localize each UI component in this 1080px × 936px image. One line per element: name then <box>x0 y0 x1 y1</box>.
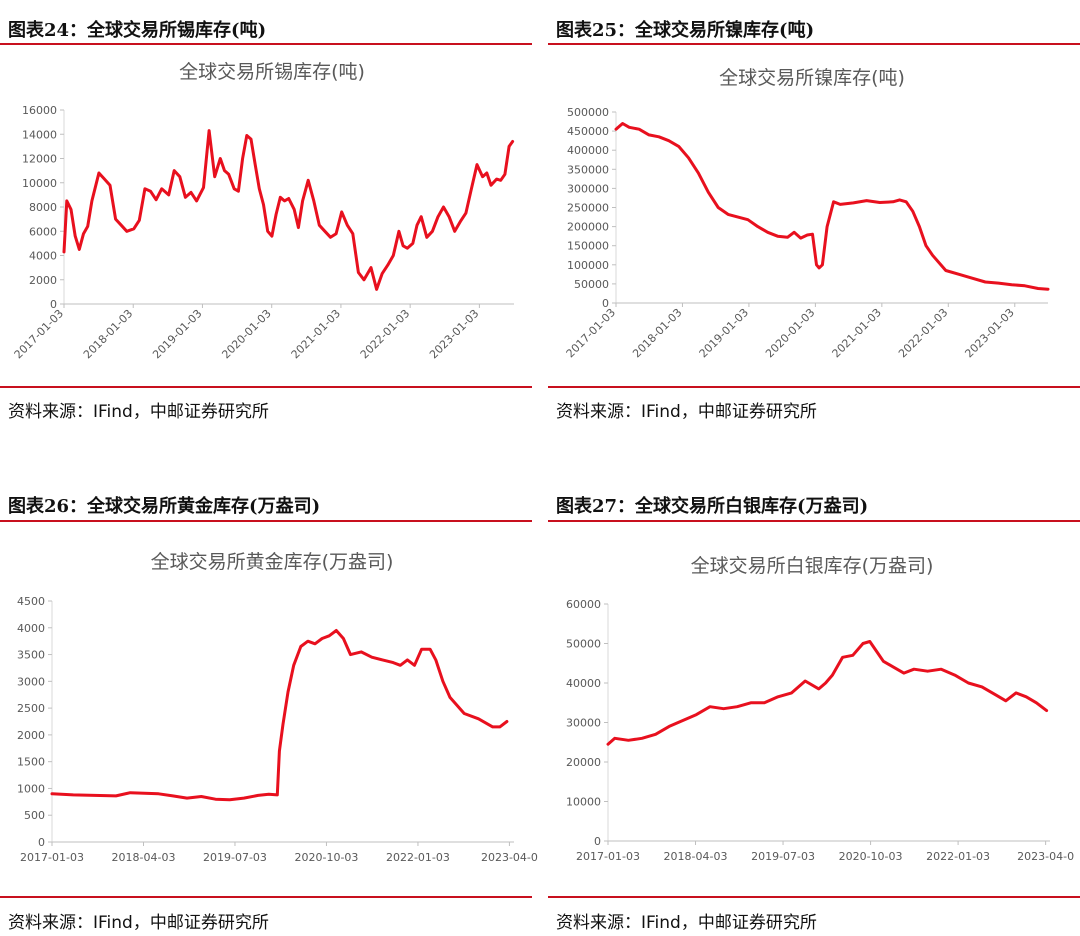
x-tick-label: 2023-04-0 <box>481 851 538 864</box>
y-tick-label: 3000 <box>17 675 45 688</box>
y-tick-label: 100000 <box>567 259 609 272</box>
y-tick-label: 0 <box>38 836 45 849</box>
y-tick-label: 350000 <box>567 163 609 176</box>
x-tick-label: 2022-01-03 <box>386 851 450 864</box>
x-tick-label: 2020-10-03 <box>294 851 358 864</box>
series-line <box>62 129 515 291</box>
y-tick-label: 4500 <box>17 595 45 608</box>
y-tick-label: 2000 <box>29 274 57 287</box>
chart-title: 全球交易所白银库存(万盎司) <box>691 555 934 577</box>
source-note: 资料来源：IFind，中邮证券研究所 <box>8 913 269 933</box>
panel-gold: 图表26：全球交易所黄金库存(万盎司) 全球交易所黄金库存(万盎司) 0 500 10… <box>0 478 540 936</box>
y-tick-label: 40000 <box>566 677 601 690</box>
y-tick-label: 400000 <box>567 144 609 157</box>
top-rule <box>0 43 532 45</box>
y-tick-label: 0 <box>602 297 609 310</box>
y-tick-label: 0 <box>50 298 57 311</box>
x-tick-label: 2021-01-03 <box>289 307 343 361</box>
y-tick-label: 30000 <box>566 717 601 730</box>
chart-title: 全球交易所锡库存(吨) <box>179 61 365 83</box>
x-tick-label: 2023-01-03 <box>427 307 481 361</box>
x-tick-label: 2021-01-03 <box>830 306 884 360</box>
top-rule <box>548 520 1080 522</box>
x-tick-label: 2019-07-03 <box>203 851 267 864</box>
figure-title: 图表27：全球交易所白银库存(万盎司) <box>556 496 869 517</box>
x-tick-label: 2022-01-03 <box>926 850 990 863</box>
bottom-rule <box>0 896 532 898</box>
y-tick-label: 1000 <box>17 782 45 795</box>
y-tick-label: 10000 <box>22 177 57 190</box>
y-tick-label: 200000 <box>567 221 609 234</box>
x-tick-label: 2020-01-03 <box>763 306 817 360</box>
x-tick-label: 2019-01-03 <box>697 306 751 360</box>
y-tick-label: 4000 <box>29 250 57 263</box>
figure-title: 图表25：全球交易所镍库存(吨) <box>556 20 815 41</box>
figure-title: 图表26：全球交易所黄金库存(万盎司) <box>8 496 321 517</box>
bottom-rule <box>548 386 1080 388</box>
x-tick-label: 2022-01-03 <box>358 307 412 361</box>
chart-title: 全球交易所镍库存(吨) <box>719 67 905 89</box>
x-tick-label: 2018-01-03 <box>630 306 684 360</box>
y-tick-label: 300000 <box>567 182 609 195</box>
x-tick-label: 2023-04-0 <box>1017 850 1074 863</box>
y-tick-label: 2000 <box>17 729 45 742</box>
y-tick-label: 50000 <box>574 278 609 291</box>
x-tick-label: 2017-01-03 <box>576 850 640 863</box>
x-tick-label: 2018-01-03 <box>81 307 135 361</box>
source-note: 资料来源：IFind，中邮证券研究所 <box>8 402 269 422</box>
y-tick-label: 0 <box>594 835 601 848</box>
x-tick-label: 2023-01-03 <box>962 306 1016 360</box>
y-tick-label: 2500 <box>17 702 45 715</box>
x-tick-label: 2017-01-03 <box>564 306 618 360</box>
y-tick-label: 450000 <box>567 125 609 138</box>
y-tick-label: 1500 <box>17 756 45 769</box>
x-tick-label: 2019-01-03 <box>150 307 204 361</box>
y-tick-label: 10000 <box>566 796 601 809</box>
y-tick-label: 12000 <box>22 153 57 166</box>
x-tick-label: 2020-01-03 <box>219 307 273 361</box>
panel-tin: 图表24：全球交易所锡库存(吨) 全球交易所锡库存(吨) 0 2000 4000 600… <box>0 0 540 440</box>
chart-tin: 全球交易所锡库存(吨) 0 2000 4000 6000 8000 10000 12000 14… <box>12 61 515 361</box>
y-tick-label: 500000 <box>567 106 609 119</box>
source-note: 资料来源：IFind，中邮证券研究所 <box>556 913 817 933</box>
chart-silver: 全球交易所白银库存(万盎司) 0 10000 20000 30000 40000 50000… <box>566 555 1074 863</box>
series-line <box>606 640 1049 746</box>
x-tick-label: 2017-01-03 <box>12 307 66 361</box>
y-tick-label: 14000 <box>22 128 57 141</box>
top-rule <box>0 520 532 522</box>
y-tick-label: 50000 <box>566 638 601 651</box>
y-tick-label: 3500 <box>17 649 45 662</box>
y-tick-label: 60000 <box>566 598 601 611</box>
x-tick-label: 2022-01-03 <box>896 306 950 360</box>
y-tick-label: 16000 <box>22 104 57 117</box>
y-tick-label: 500 <box>24 809 45 822</box>
series-line <box>50 629 509 802</box>
figure-title: 图表24：全球交易所锡库存(吨) <box>8 20 267 41</box>
series-line <box>614 122 1050 291</box>
panel-silver: 图表27：全球交易所白银库存(万盎司) 全球交易所白银库存(万盎司) 0 10000… <box>548 478 1080 936</box>
x-tick-label: 2017-01-03 <box>20 851 84 864</box>
y-tick-label: 8000 <box>29 201 57 214</box>
panel-nickel: 图表25：全球交易所镍库存(吨) 全球交易所镍库存(吨) 0 50000 100000… <box>548 0 1080 440</box>
chart-nickel: 全球交易所镍库存(吨) 0 50000 100000 150000 200000 25000… <box>564 67 1050 360</box>
y-tick-label: 6000 <box>29 225 57 238</box>
source-note: 资料来源：IFind，中邮证券研究所 <box>556 402 817 422</box>
chart-title: 全球交易所黄金库存(万盎司) <box>151 551 394 573</box>
top-rule <box>548 43 1080 45</box>
y-tick-label: 20000 <box>566 756 601 769</box>
y-tick-label: 4000 <box>17 622 45 635</box>
x-tick-label: 2020-10-03 <box>839 850 903 863</box>
x-tick-label: 2019-07-03 <box>751 850 815 863</box>
chart-gold: 全球交易所黄金库存(万盎司) 0 500 1000 1500 2000 2500 3000 35… <box>17 551 538 864</box>
y-tick-label: 250000 <box>567 202 609 215</box>
bottom-rule <box>548 896 1080 898</box>
x-tick-label: 2018-04-03 <box>112 851 176 864</box>
y-tick-label: 150000 <box>567 240 609 253</box>
bottom-rule <box>0 386 532 388</box>
x-tick-label: 2018-04-03 <box>664 850 728 863</box>
